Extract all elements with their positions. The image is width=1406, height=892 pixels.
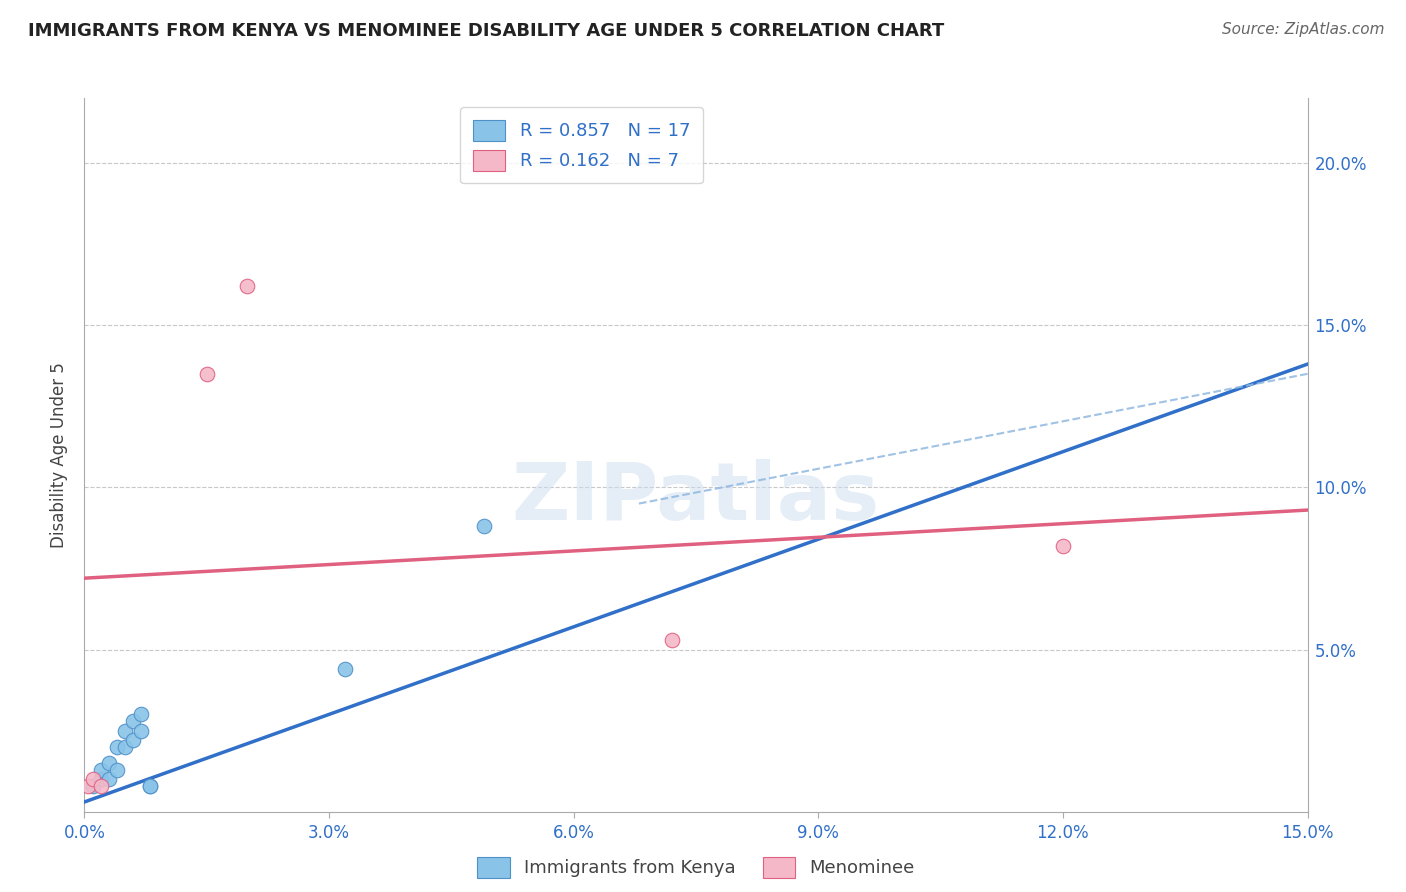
Point xyxy=(114,739,136,754)
Point xyxy=(138,779,160,793)
Text: ZIPatlas: ZIPatlas xyxy=(512,458,880,537)
Point xyxy=(1052,539,1074,553)
Point xyxy=(97,772,120,787)
Point xyxy=(105,739,128,754)
Point xyxy=(138,779,160,793)
Point xyxy=(82,772,104,787)
Point xyxy=(131,707,153,722)
Point xyxy=(90,779,112,793)
Point xyxy=(114,723,136,738)
Point xyxy=(236,279,259,293)
Point xyxy=(472,519,495,533)
Point xyxy=(131,723,153,738)
Point xyxy=(82,779,104,793)
Y-axis label: Disability Age Under 5: Disability Age Under 5 xyxy=(51,362,69,548)
Text: Source: ZipAtlas.com: Source: ZipAtlas.com xyxy=(1222,22,1385,37)
Point xyxy=(90,763,112,777)
Point xyxy=(122,733,145,747)
Point xyxy=(90,772,112,787)
Point xyxy=(97,756,120,770)
Point xyxy=(195,367,218,381)
Point xyxy=(335,662,357,676)
Point xyxy=(122,714,145,728)
Legend: Immigrants from Kenya, Menominee: Immigrants from Kenya, Menominee xyxy=(470,849,922,885)
Text: IMMIGRANTS FROM KENYA VS MENOMINEE DISABILITY AGE UNDER 5 CORRELATION CHART: IMMIGRANTS FROM KENYA VS MENOMINEE DISAB… xyxy=(28,22,945,40)
Point xyxy=(77,779,100,793)
Point xyxy=(105,763,128,777)
Point xyxy=(661,632,683,647)
